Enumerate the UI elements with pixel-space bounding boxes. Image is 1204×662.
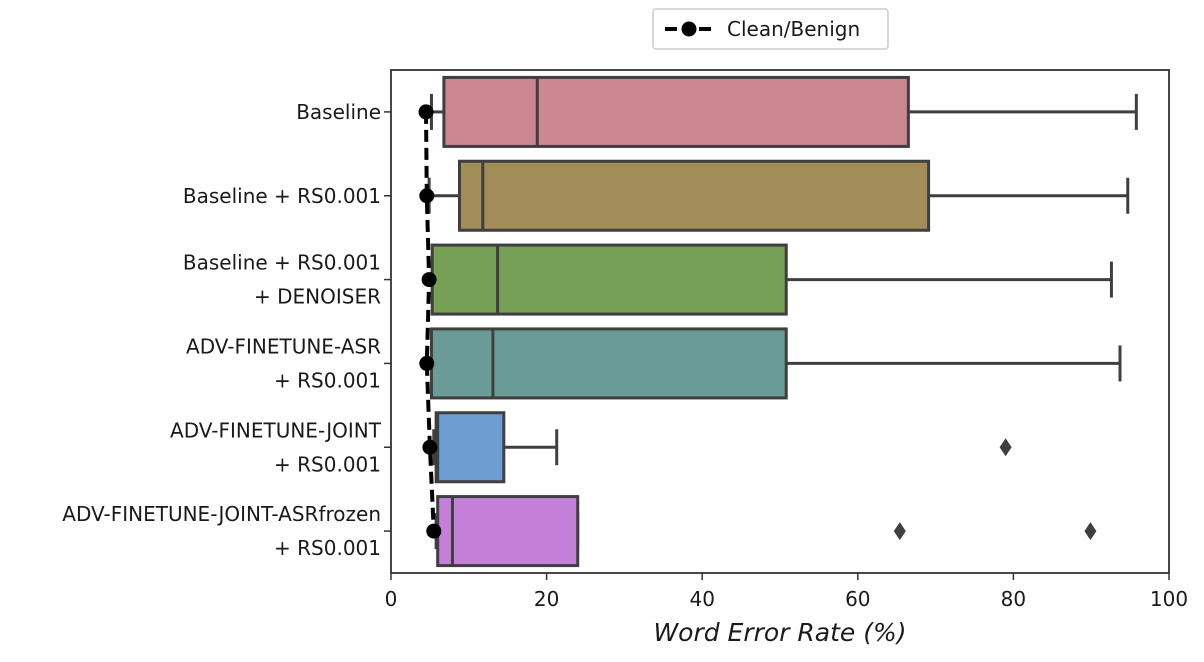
y-tick-label-line: ADV-FINETUNE-JOINT <box>170 418 382 442</box>
x-axis-title: Word Error Rate (%) <box>653 618 906 647</box>
x-tick-label: 0 <box>385 587 398 611</box>
y-tick-label-line: Baseline <box>296 100 381 124</box>
legend-frame <box>652 8 889 50</box>
outlier-point <box>1084 522 1097 541</box>
box-group <box>432 411 1012 484</box>
y-tick-label-line: Baseline + RS0.001 <box>183 251 381 275</box>
legend-label: Clean/Benign <box>727 17 860 41</box>
y-tick-label-line: + RS0.001 <box>274 536 381 560</box>
legend: Clean/Benign <box>652 8 889 50</box>
x-axis: 0 20 40 60 80 100 <box>385 573 1188 611</box>
y-tick-label-line: + RS0.001 <box>274 368 381 392</box>
x-tick-label: 80 <box>1001 587 1026 611</box>
plot-frame <box>390 69 1170 574</box>
clean-benign-point <box>422 439 438 455</box>
clean-benign-point <box>426 523 442 539</box>
box <box>430 243 788 316</box>
clean-benign-point <box>421 272 437 288</box>
y-tick-label: Baseline <box>296 100 381 124</box>
box <box>434 411 506 484</box>
y-tick-label: Baseline + RS0.001 <box>183 184 381 208</box>
x-tick-label: 60 <box>845 587 870 611</box>
outlier-point <box>999 438 1012 457</box>
box <box>442 75 910 148</box>
y-tick-label-line: + RS0.001 <box>274 452 381 476</box>
box-group <box>429 327 1122 400</box>
y-tick-label: ADV-FINETUNE-JOINT-ASRfrozen + RS0.001 <box>62 502 381 560</box>
y-tick-label-line: ADV-FINETUNE-ASR <box>186 334 381 358</box>
y-tick-label-line: ADV-FINETUNE-JOINT-ASRfrozen <box>62 502 381 526</box>
clean-benign-point <box>418 104 434 120</box>
x-tick-label: 100 <box>1150 587 1188 611</box>
y-tick-label-line: + DENOISER <box>254 285 381 309</box>
clean-benign-line <box>424 111 436 532</box>
clean-benign-point <box>419 355 435 371</box>
x-tick-label: 20 <box>534 587 559 611</box>
box <box>457 159 931 232</box>
y-tick-label-line: Baseline + RS0.001 <box>183 184 381 208</box>
box-group <box>434 495 1097 568</box>
box <box>436 495 580 568</box>
y-tick-label: ADV-FINETUNE-ASR + RS0.001 <box>186 334 381 392</box>
x-tick-label: 40 <box>689 587 714 611</box>
plot-area <box>418 75 1138 568</box>
y-tick-label: ADV-FINETUNE-JOINT + RS0.001 <box>170 418 382 476</box>
box-group <box>427 159 1130 232</box>
legend-dot-marker <box>681 21 697 37</box>
clean-benign-point <box>419 188 435 204</box>
box <box>429 327 788 400</box>
box-group <box>430 243 1113 316</box>
outlier-point <box>893 522 906 541</box>
box-group <box>429 75 1138 148</box>
y-tick-label: Baseline + RS0.001 + DENOISER <box>183 251 381 309</box>
